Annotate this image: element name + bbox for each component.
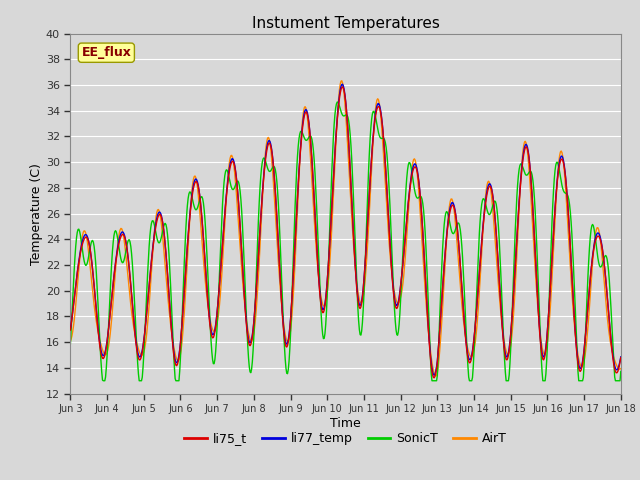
Text: EE_flux: EE_flux bbox=[81, 46, 131, 59]
Legend: li75_t, li77_temp, SonicT, AirT: li75_t, li77_temp, SonicT, AirT bbox=[179, 427, 512, 450]
X-axis label: Time: Time bbox=[330, 417, 361, 430]
Y-axis label: Temperature (C): Temperature (C) bbox=[30, 163, 43, 264]
Title: Instument Temperatures: Instument Temperatures bbox=[252, 16, 440, 31]
